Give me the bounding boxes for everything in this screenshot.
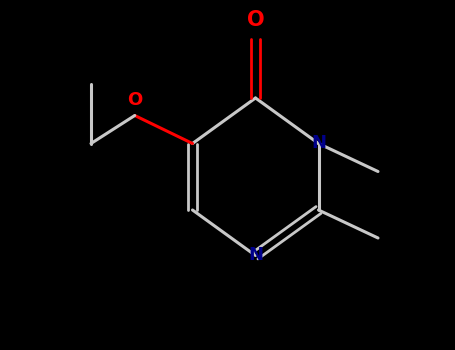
Text: N: N [311,134,326,153]
Text: O: O [127,91,142,109]
Text: N: N [248,246,263,265]
Text: O: O [247,10,264,30]
